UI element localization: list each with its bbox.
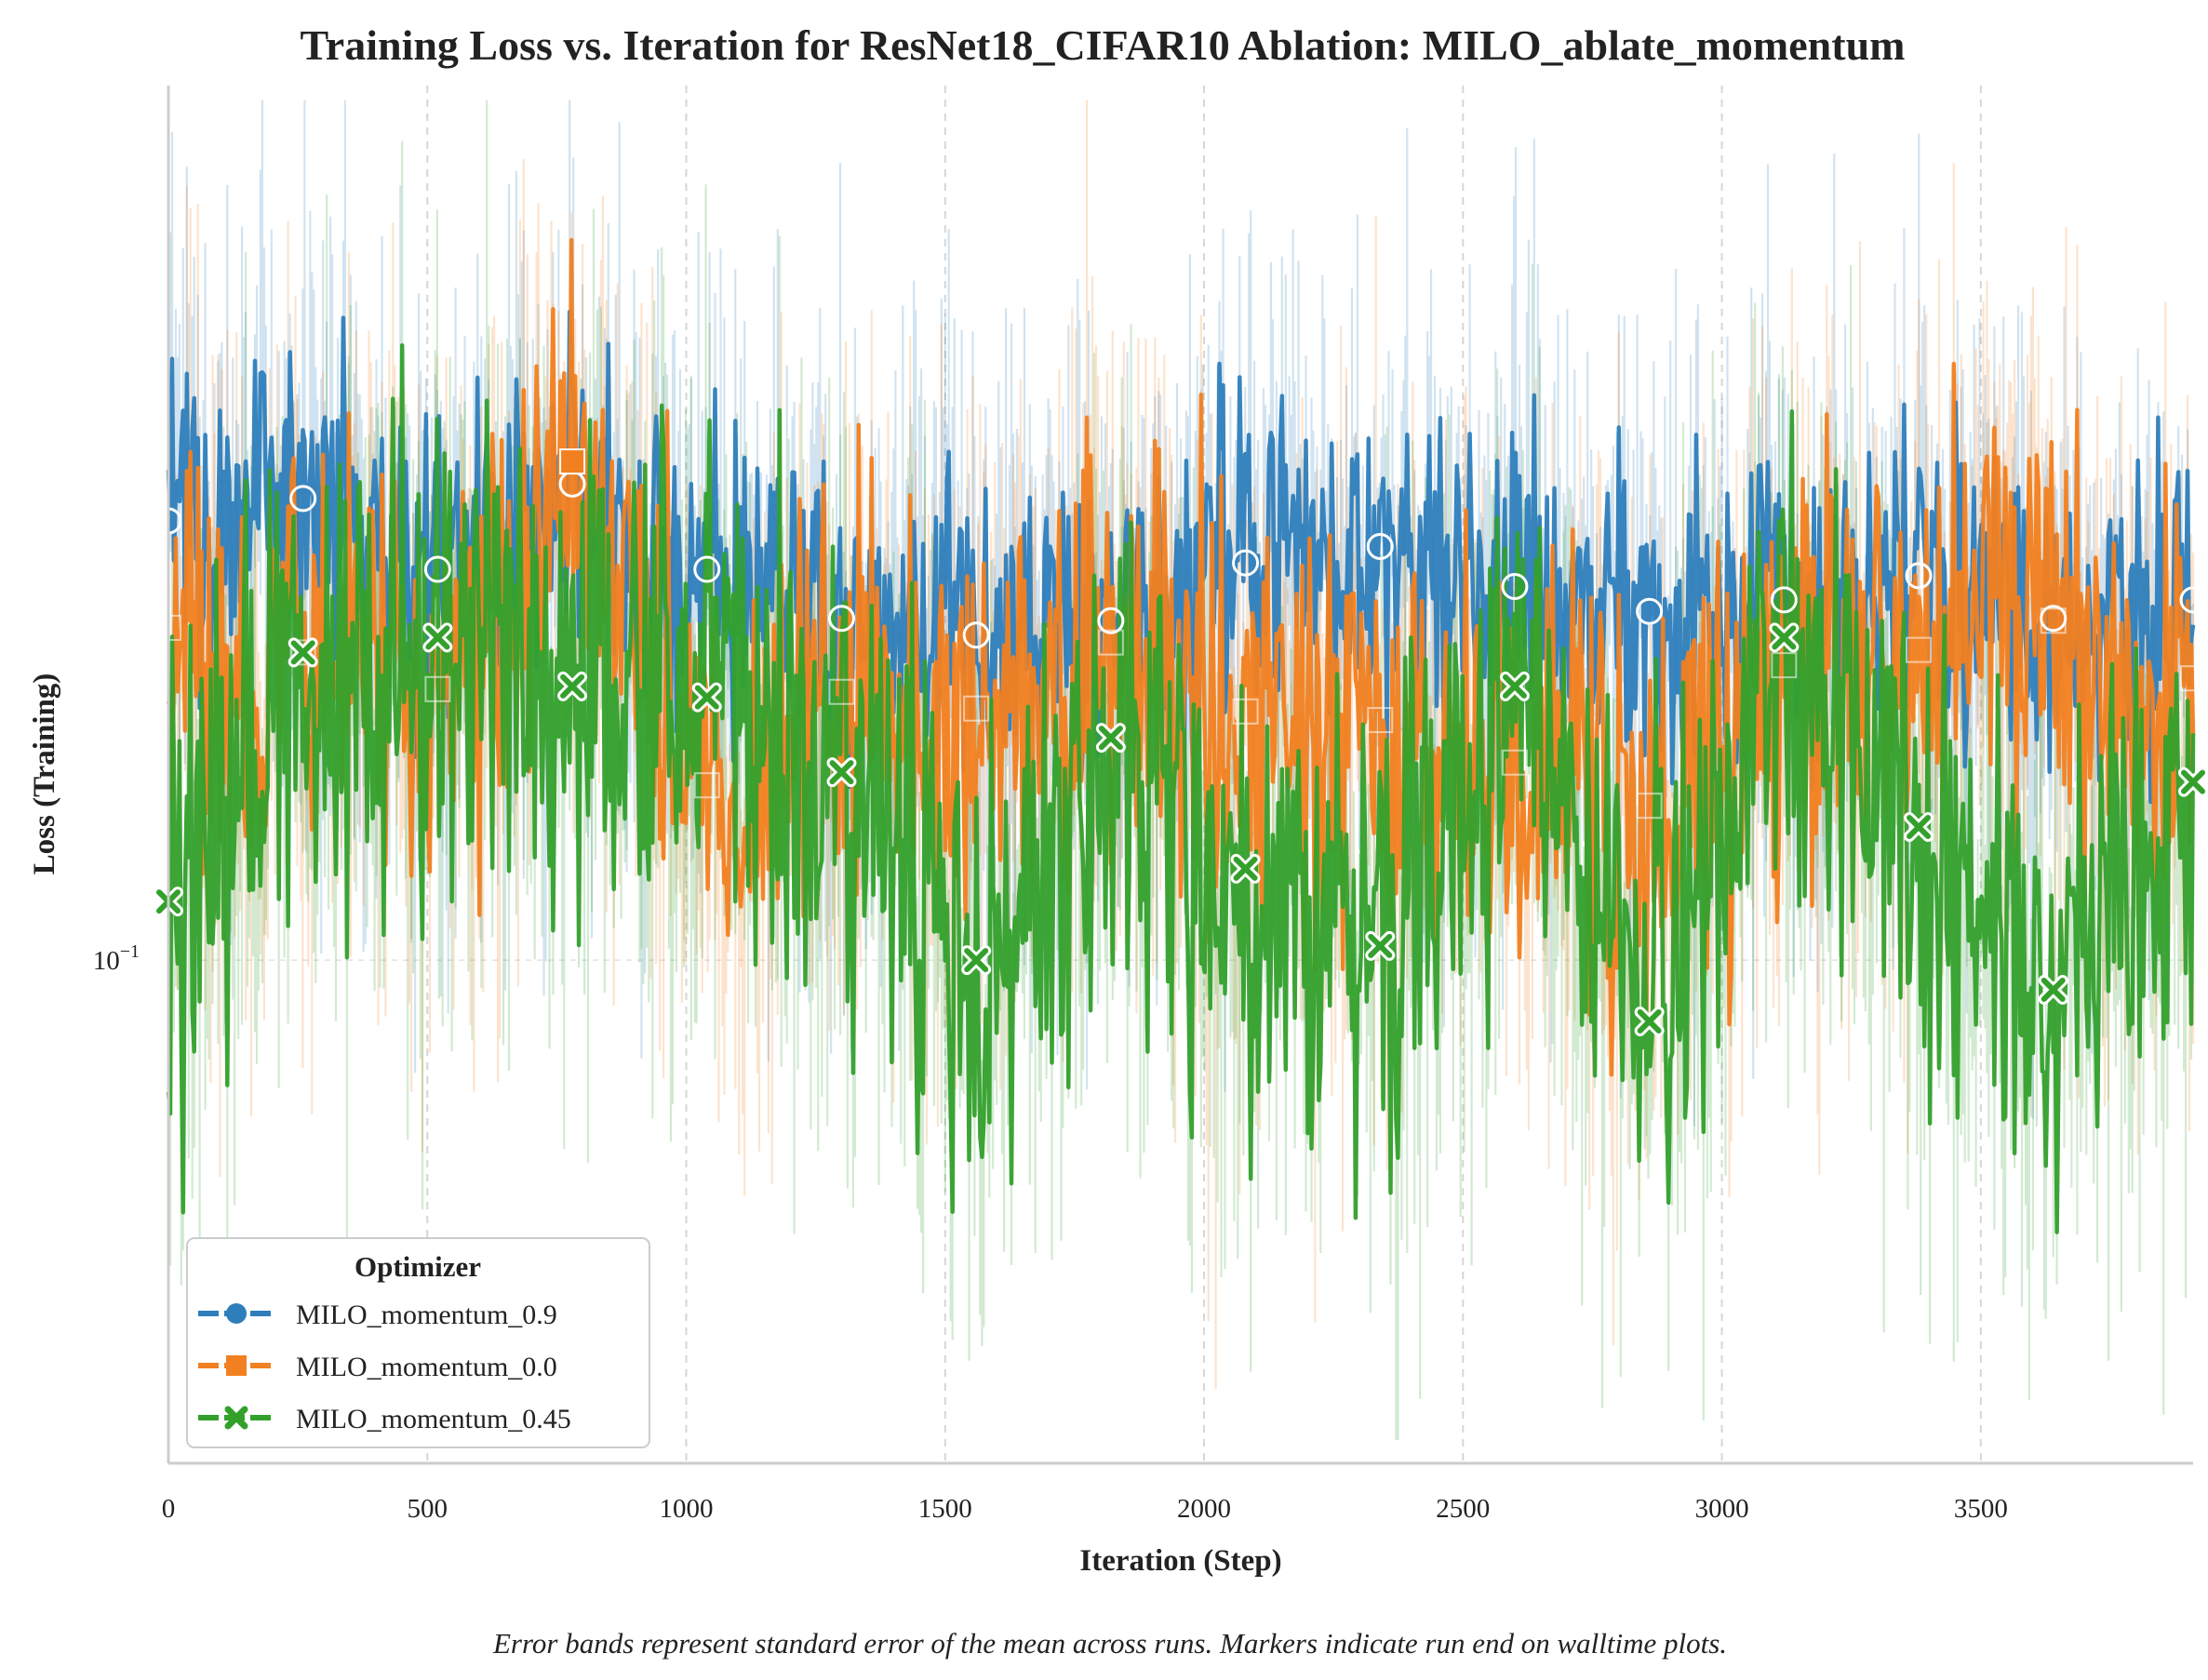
data-point xyxy=(423,555,451,583)
series-line xyxy=(166,342,2196,1234)
data-point xyxy=(827,605,855,633)
x-tick-label: 1000 xyxy=(660,1494,714,1524)
data-point xyxy=(1637,1008,1662,1033)
legend-marker xyxy=(226,1303,247,1324)
series-lines xyxy=(166,237,2196,1234)
data-point xyxy=(2180,665,2206,692)
data-point xyxy=(828,678,855,705)
data-point xyxy=(694,685,719,710)
data-point xyxy=(290,640,315,665)
data-point xyxy=(1233,856,1258,881)
data-point xyxy=(1906,636,1933,663)
data-point xyxy=(1771,652,1798,679)
data-point xyxy=(1368,933,1393,958)
legend-label: MILO_momentum_0.0 xyxy=(296,1352,557,1382)
data-point xyxy=(2181,769,2205,794)
x-axis-ticks: 0 500 1000 1500 2000 2500 3000 3500 xyxy=(162,1494,2008,1524)
data-point xyxy=(1770,586,1798,614)
series-markers xyxy=(154,448,2208,1036)
legend-label: MILO_momentum_0.9 xyxy=(296,1300,557,1330)
data-point xyxy=(1502,673,1527,699)
x-tick-label: 0 xyxy=(162,1494,176,1524)
chart-title: Training Loss vs. Iteration for ResNet18… xyxy=(301,21,1906,69)
data-point xyxy=(559,448,586,475)
legend-marker xyxy=(224,1406,248,1430)
x-tick-label: 2500 xyxy=(1436,1494,1490,1524)
data-point xyxy=(289,639,316,666)
data-point xyxy=(2040,607,2067,634)
data-point xyxy=(1232,698,1259,725)
legend-title: Optimizer xyxy=(355,1250,481,1283)
legend-label: MILO_momentum_0.45 xyxy=(296,1404,571,1434)
data-point xyxy=(1501,573,1529,601)
data-point xyxy=(424,675,451,702)
data-point xyxy=(829,760,854,785)
data-point xyxy=(1232,549,1260,577)
data-point xyxy=(560,673,585,699)
x-tick-label: 1500 xyxy=(918,1494,972,1524)
data-point xyxy=(964,948,989,973)
data-point xyxy=(2179,586,2207,614)
data-point xyxy=(962,621,990,649)
data-point xyxy=(1366,532,1394,560)
x-tick-label: 3500 xyxy=(1954,1494,2008,1524)
legend-entries: MILO_momentum_0.9 MILO_momentum_0.0 MILO_m… xyxy=(198,1300,571,1434)
chart-footnote: Error bands represent standard error of … xyxy=(492,1627,1727,1660)
y-tick-label: 10−1 xyxy=(93,941,140,976)
legend-marker xyxy=(226,1355,247,1376)
data-point xyxy=(1636,793,1663,820)
x-tick-label: 3000 xyxy=(1695,1494,1749,1524)
data-point xyxy=(1097,607,1125,634)
data-point xyxy=(693,772,720,799)
data-point xyxy=(1907,815,1932,840)
data-point xyxy=(289,485,317,513)
data-point xyxy=(1097,629,1124,656)
y-axis-label: Loss (Training) xyxy=(28,673,61,875)
y-axis-ticks: 10−1 xyxy=(93,941,140,976)
data-point xyxy=(1367,707,1394,734)
data-point xyxy=(1772,625,1797,650)
x-tick-label: 500 xyxy=(408,1494,448,1524)
data-point xyxy=(2041,977,2066,1002)
legend-box xyxy=(186,1237,650,1448)
data-point xyxy=(1501,749,1528,776)
x-axis-label: Iteration (Step) xyxy=(1079,1544,1281,1578)
x-tick-label: 2000 xyxy=(1177,1494,1231,1524)
data-point xyxy=(1905,562,1933,590)
data-point xyxy=(693,555,721,583)
legend: Optimizer MILO_momentum_0.9MILO_momentum… xyxy=(186,1237,650,1448)
data-point xyxy=(425,625,450,650)
data-point xyxy=(1098,726,1123,751)
data-point xyxy=(1636,597,1664,625)
data-point xyxy=(963,695,990,722)
